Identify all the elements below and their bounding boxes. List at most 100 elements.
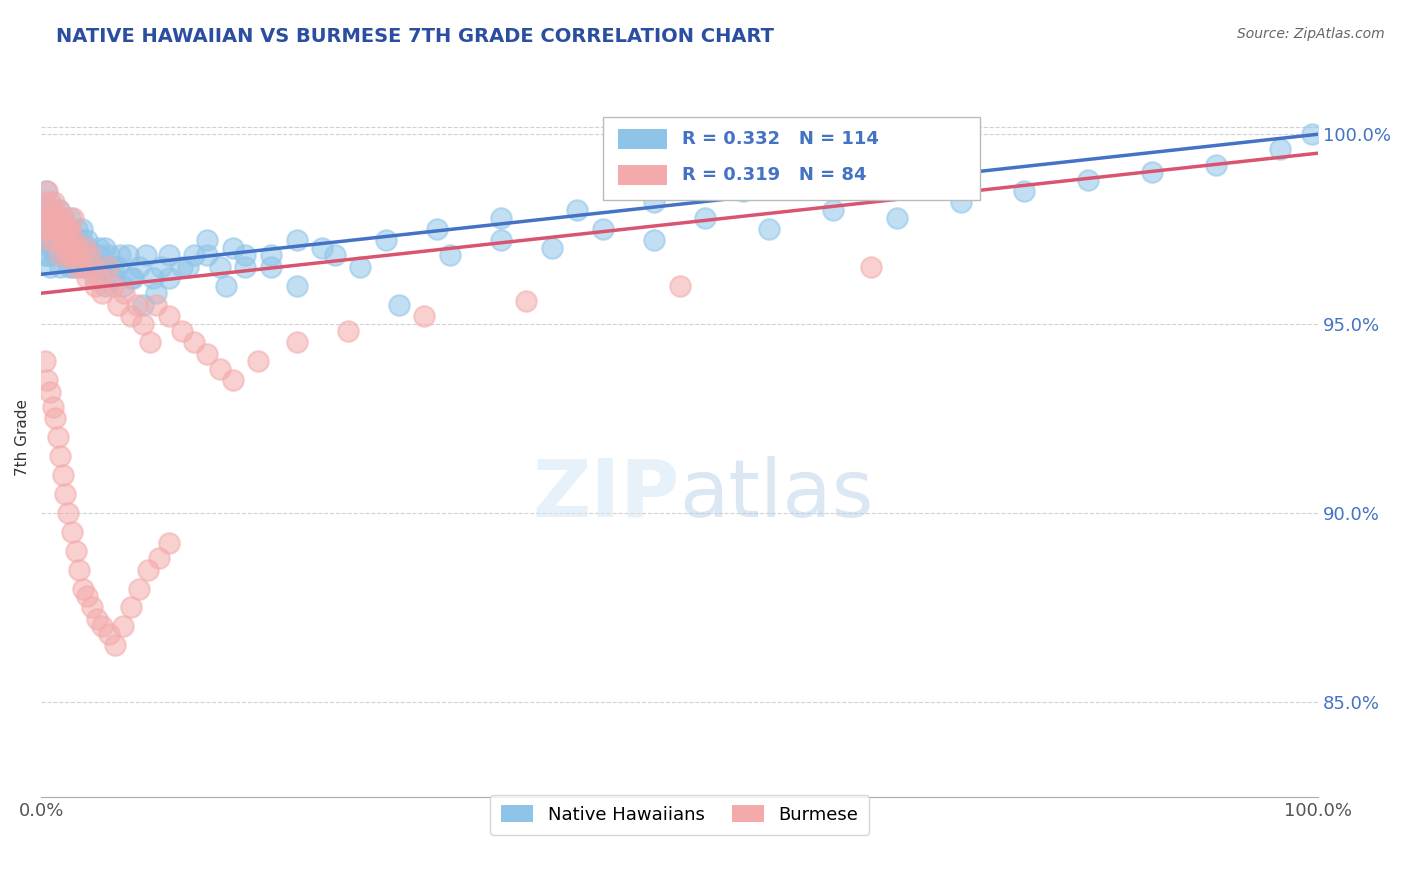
Point (142, 271, 165, 285)
Point (46, 233, 69, 247)
Point (949, 195, 972, 210)
Point (83, 271, 105, 285)
Point (46, 430, 69, 444)
Point (62, 211, 84, 225)
Point (87, 271, 110, 285)
Point (52, 233, 75, 247)
Point (76, 241, 98, 255)
Point (91, 260, 114, 274)
Point (260, 248, 283, 262)
Point (37, 233, 59, 247)
Point (38, 211, 60, 225)
Point (97, 627, 120, 641)
Point (135, 248, 157, 262)
Point (733, 184, 755, 198)
Point (94, 241, 117, 255)
Point (567, 202, 589, 217)
Point (70, 222, 93, 236)
Point (758, 222, 780, 236)
Point (195, 248, 218, 262)
Point (56, 248, 79, 262)
Point (128, 582, 150, 596)
Point (65, 543, 87, 558)
Point (53, 222, 76, 236)
Point (53, 211, 76, 225)
Point (76, 589, 98, 603)
Point (60, 524, 83, 539)
Point (208, 260, 231, 274)
Point (39, 384, 62, 399)
Point (41, 222, 63, 236)
Point (42, 202, 65, 217)
Point (150, 260, 173, 274)
Point (94, 278, 117, 293)
Point (62, 241, 84, 255)
Point (63, 233, 86, 247)
Point (34, 222, 56, 236)
Point (138, 563, 160, 577)
Point (107, 260, 129, 274)
Point (49, 449, 72, 463)
Point (111, 619, 134, 633)
Point (195, 233, 218, 247)
Point (439, 248, 461, 262)
Point (388, 297, 411, 311)
Point (79, 248, 101, 262)
Point (65, 248, 87, 262)
Point (59, 211, 82, 225)
Point (35, 222, 58, 236)
Point (336, 324, 359, 338)
Point (51, 222, 73, 236)
Point (157, 536, 180, 550)
Point (41, 202, 63, 217)
Point (70, 260, 93, 274)
Point (67, 248, 90, 262)
Point (56, 248, 79, 262)
Point (112, 286, 135, 301)
Point (221, 241, 243, 255)
Point (55, 233, 77, 247)
Point (73, 241, 96, 255)
Point (60, 248, 83, 262)
Point (101, 278, 124, 293)
Point (58, 222, 80, 236)
Point (110, 248, 132, 262)
Point (592, 222, 614, 236)
Point (104, 638, 127, 652)
Point (63, 233, 86, 247)
Point (42, 195, 65, 210)
Point (46, 222, 69, 236)
Point (170, 260, 193, 274)
Point (83, 278, 105, 293)
Point (101, 260, 124, 274)
Text: ZIP: ZIP (533, 456, 679, 533)
Point (122, 271, 145, 285)
Point (37, 248, 59, 262)
Point (413, 309, 436, 323)
Point (39, 260, 62, 274)
Point (72, 582, 94, 596)
Point (117, 248, 139, 262)
Point (67, 563, 90, 577)
Point (67, 241, 90, 255)
Point (67, 260, 90, 274)
Point (91, 619, 114, 633)
Point (91, 286, 114, 301)
Point (53, 233, 76, 247)
Point (38, 233, 60, 247)
Point (221, 373, 243, 387)
Point (70, 233, 93, 247)
Point (59, 222, 82, 236)
Point (34, 248, 56, 262)
Point (643, 195, 665, 210)
Point (66, 222, 89, 236)
Point (374, 233, 396, 247)
Legend: Native Hawaiians, Burmese: Native Hawaiians, Burmese (489, 795, 869, 835)
Point (157, 271, 180, 285)
Point (860, 260, 883, 274)
Point (82, 260, 104, 274)
Point (643, 233, 665, 247)
Point (235, 260, 257, 274)
Point (44, 233, 66, 247)
Point (285, 233, 308, 247)
